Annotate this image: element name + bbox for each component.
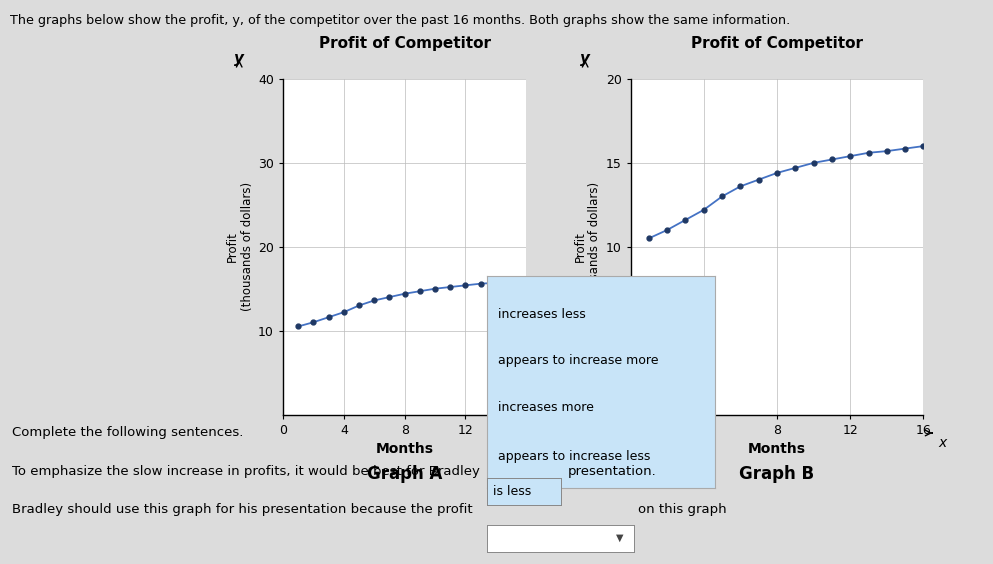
Text: y: y (234, 51, 244, 65)
Y-axis label: Profit
(thousands of dollars): Profit (thousands of dollars) (226, 182, 254, 311)
Text: x: x (938, 437, 946, 450)
Text: Graph A: Graph A (367, 465, 443, 483)
Text: Graph B: Graph B (739, 465, 814, 483)
Text: Bradley should use this graph for his presentation because the profit: Bradley should use this graph for his pr… (12, 503, 473, 516)
Text: Complete the following sentences.: Complete the following sentences. (12, 426, 243, 439)
Text: is less: is less (493, 484, 531, 498)
Text: ▼: ▼ (616, 533, 624, 543)
Title: Profit of Competitor: Profit of Competitor (319, 37, 491, 51)
Text: The graphs below show the profit, y, of the competitor over the past 16 months. : The graphs below show the profit, y, of … (10, 14, 790, 27)
Text: on this graph: on this graph (638, 503, 726, 516)
Text: appears to increase more: appears to increase more (497, 354, 658, 368)
Text: y: y (580, 51, 590, 65)
Text: increases less: increases less (497, 308, 586, 321)
X-axis label: Months: Months (748, 442, 806, 456)
Text: appears to increase less: appears to increase less (497, 450, 650, 462)
Text: increases more: increases more (497, 401, 594, 414)
Text: To emphasize the slow increase in profits, it would be best for Bradley: To emphasize the slow increase in profit… (12, 465, 480, 478)
X-axis label: Months: Months (375, 442, 434, 456)
Title: Profit of Competitor: Profit of Competitor (691, 37, 863, 51)
Y-axis label: Profit
(thousands of dollars): Profit (thousands of dollars) (574, 182, 602, 311)
Text: presentation.: presentation. (568, 465, 656, 478)
